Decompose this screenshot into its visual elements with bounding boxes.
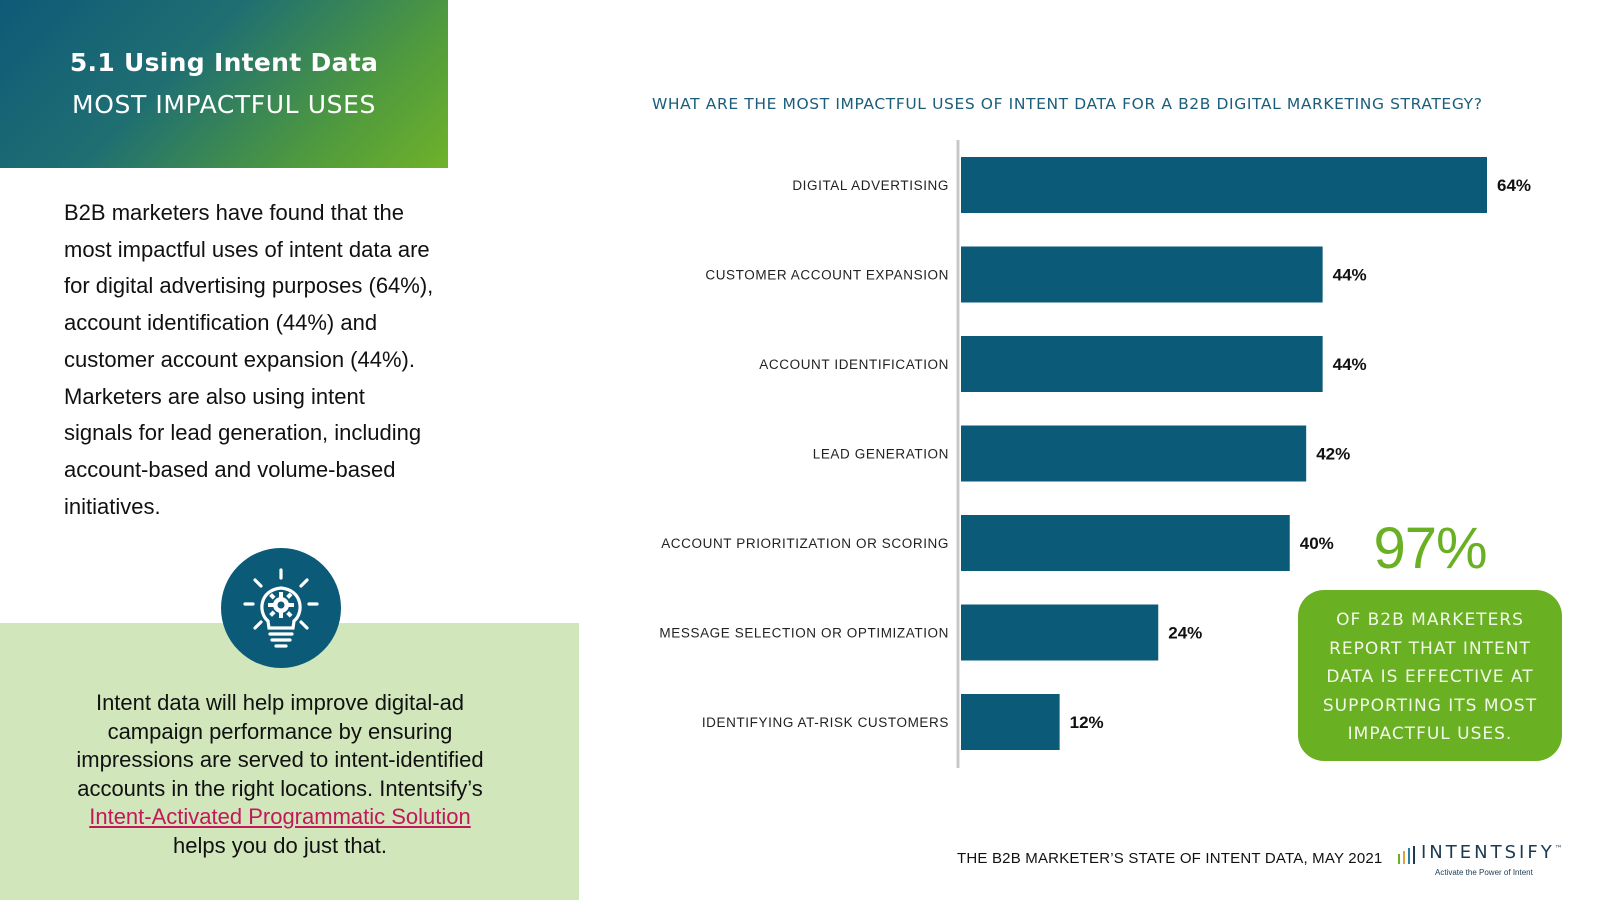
stat-callout: OF B2B MARKETERS REPORT THAT INTENT DATA…: [1298, 590, 1562, 761]
bar: [961, 157, 1487, 213]
bar: [961, 604, 1159, 661]
category-label: IDENTIFYING AT-RISK CUSTOMERS: [702, 715, 949, 730]
bar: [961, 694, 1060, 750]
programmatic-solution-link[interactable]: Intent-Activated Programmatic Solution: [89, 804, 471, 829]
callout-panel: [0, 623, 579, 900]
section-subtitle: MOST IMPACTFUL USES: [72, 90, 376, 119]
chart-title: WHAT ARE THE MOST IMPACTFUL USES OF INTE…: [652, 95, 1483, 113]
value-label: 40%: [1300, 534, 1334, 553]
value-label: 44%: [1333, 266, 1367, 285]
category-label: CUSTOMER ACCOUNT EXPANSION: [705, 268, 949, 283]
category-label: MESSAGE SELECTION OR OPTIMIZATION: [659, 626, 949, 641]
logo-trademark: ™: [1554, 844, 1566, 853]
section-title: 5.1 Using Intent Data: [69, 48, 379, 77]
stat-text: OF B2B MARKETERS REPORT THAT INTENT DATA…: [1322, 610, 1538, 744]
section-header: 5.1 Using Intent Data MOST IMPACTFUL USE…: [0, 0, 448, 168]
bar: [961, 336, 1323, 392]
category-label: ACCOUNT IDENTIFICATION: [759, 357, 949, 372]
category-label: LEAD GENERATION: [813, 447, 949, 462]
category-label: ACCOUNT PRIORITIZATION OR SCORING: [661, 536, 949, 551]
callout-text: Intent data will help improve digital-ad…: [50, 689, 510, 860]
source-citation: THE B2B MARKETER’S STATE OF INTENT DATA,…: [957, 850, 1383, 867]
logo-wordmark: INTENTSIFY™: [1421, 842, 1566, 863]
value-label: 12%: [1070, 713, 1104, 732]
bar: [961, 246, 1323, 303]
lightbulb-gear-icon: [221, 548, 341, 668]
logo-word: INTENTSIFY: [1421, 842, 1555, 863]
bar: [961, 515, 1290, 571]
value-label: 44%: [1333, 355, 1367, 374]
bar: [961, 425, 1307, 482]
callout-text-body: Intent data will help improve digital-ad…: [76, 690, 484, 801]
stat-value: 97%: [1373, 516, 1487, 581]
value-label: 42%: [1316, 445, 1350, 464]
callout-text-end: helps you do just that.: [172, 832, 388, 858]
value-label: 64%: [1497, 176, 1531, 195]
logo-bars-icon: [1398, 846, 1415, 864]
intro-paragraph: B2B marketers have found that the most i…: [64, 200, 434, 519]
category-label: DIGITAL ADVERTISING: [792, 178, 949, 193]
value-label: 24%: [1168, 624, 1202, 643]
logo-tagline: Activate the Power of Intent: [1435, 868, 1533, 877]
